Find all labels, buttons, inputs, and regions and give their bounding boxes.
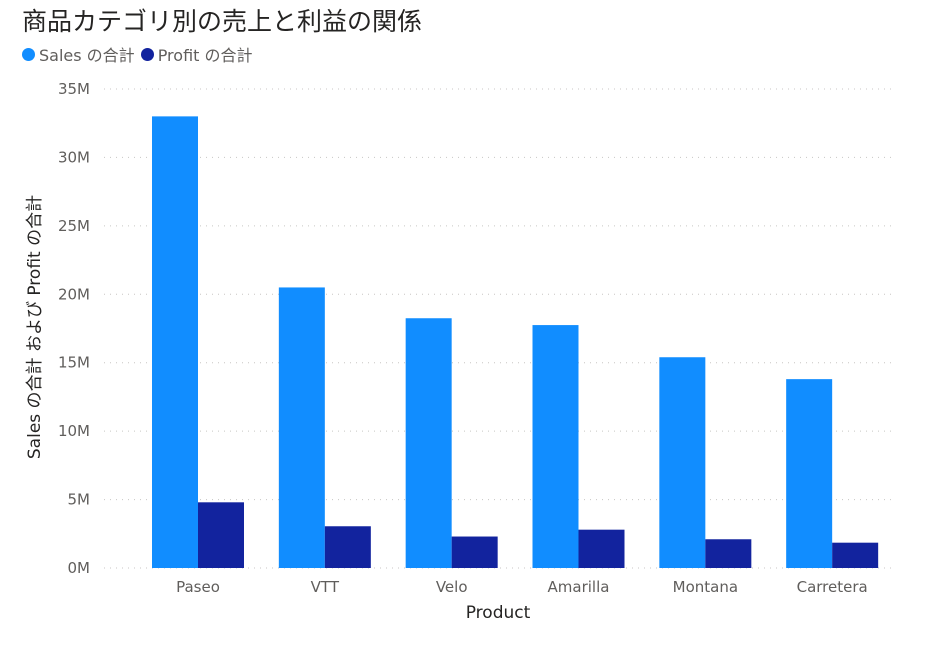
- profit-bar-velo[interactable]: [451, 536, 498, 568]
- y-tick-label: 25M: [58, 217, 90, 235]
- x-tick-label: VTT: [311, 578, 340, 596]
- x-axis-ticks: Paseo VTT Velo Amarilla Montana Carretera: [176, 578, 868, 596]
- legend-swatch-profit: [140, 47, 154, 61]
- x-tick-label: Amarilla: [548, 578, 610, 596]
- sales-bar-amarilla[interactable]: [532, 325, 579, 568]
- sales-bar-carretera[interactable]: [786, 379, 833, 568]
- y-tick-label: 20M: [58, 285, 90, 303]
- legend-item-profit[interactable]: Profit の合計: [140, 42, 253, 66]
- y-tick-label: 35M: [58, 80, 90, 98]
- profit-bar-carretera[interactable]: [832, 542, 879, 568]
- x-tick-label: Velo: [436, 578, 468, 596]
- y-tick-label: 30M: [58, 148, 90, 166]
- sales-bar-vtt[interactable]: [278, 287, 325, 568]
- legend-label-sales: Sales の合計: [39, 46, 135, 65]
- x-tick-label: Carretera: [797, 578, 868, 596]
- gridlines: [104, 88, 895, 569]
- bars: [152, 116, 879, 568]
- profit-bar-vtt[interactable]: [324, 526, 371, 568]
- x-tick-label: Paseo: [176, 578, 220, 596]
- sales-bar-montana[interactable]: [659, 357, 706, 568]
- sales-bar-paseo[interactable]: [152, 116, 198, 568]
- y-tick-label: 0M: [68, 559, 91, 577]
- x-axis-title: Product: [466, 603, 531, 623]
- chart-title: 商品カテゴリ別の売上と利益の関係: [22, 7, 423, 36]
- y-tick-label: 5M: [68, 491, 91, 509]
- profit-bar-amarilla[interactable]: [578, 529, 625, 568]
- profit-bar-montana[interactable]: [705, 539, 752, 568]
- legend-item-sales[interactable]: Sales の合計: [22, 42, 135, 66]
- x-tick-label: Montana: [673, 578, 738, 596]
- y-axis-ticks: 0M 5M 10M 15M 20M 25M 30M 35M: [58, 80, 90, 577]
- profit-bar-paseo[interactable]: [198, 502, 244, 568]
- y-tick-label: 10M: [58, 422, 90, 440]
- legend-swatch-sales: [22, 47, 35, 61]
- y-axis-title: Sales の合計 および Profit の合計: [25, 195, 45, 459]
- y-tick-label: 15M: [58, 354, 90, 372]
- legend: Sales の合計 Profit の合計: [22, 42, 259, 66]
- sales-bar-velo[interactable]: [405, 318, 452, 568]
- legend-label-profit: Profit の合計: [157, 46, 253, 65]
